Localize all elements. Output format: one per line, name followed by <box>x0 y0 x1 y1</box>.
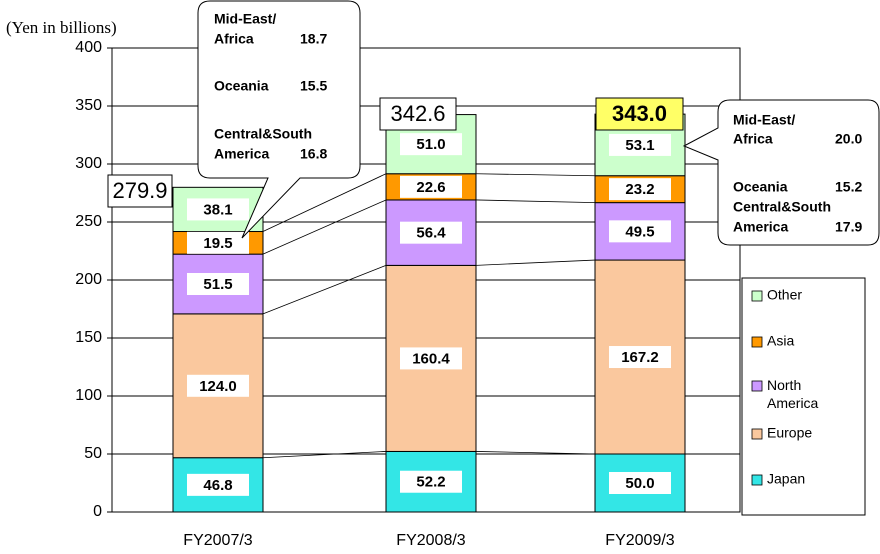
legend-label: Europe <box>767 425 812 441</box>
legend-label: Other <box>767 287 802 303</box>
y-tick-label: 250 <box>75 213 102 230</box>
total-box <box>107 174 173 208</box>
legend-swatch <box>751 290 763 302</box>
value-label: 124.0 <box>199 378 237 395</box>
value-label: 23.2 <box>625 181 654 198</box>
value-label-box <box>609 220 671 243</box>
value-label: 22.6 <box>416 179 445 196</box>
y-tick-label: 200 <box>75 271 102 288</box>
legend-box <box>741 277 866 516</box>
legend-label: Japan <box>767 471 805 487</box>
value-label: 52.2 <box>416 474 445 491</box>
y-tick-label: 100 <box>75 387 102 404</box>
connector-line <box>475 259 596 266</box>
legend-swatch <box>751 336 763 348</box>
value-label-box <box>400 347 462 370</box>
callout-name: Africa <box>733 131 773 147</box>
value-label-box <box>187 473 249 496</box>
value-label-box <box>400 175 462 198</box>
callout-name: Central&South <box>214 126 312 142</box>
callout-value: 15.5 <box>300 78 327 94</box>
value-label-box <box>187 231 249 254</box>
value-label-box <box>400 470 462 493</box>
total-label: 279.9 <box>112 178 167 203</box>
y-axis-label: (Yen in billions) <box>6 18 117 37</box>
value-label: 51.0 <box>416 136 445 153</box>
connector-line <box>262 199 387 255</box>
value-label: 167.2 <box>621 349 659 366</box>
value-label: 38.1 <box>203 201 232 218</box>
legend-swatch <box>751 428 763 440</box>
callout-name: Africa <box>214 31 254 47</box>
value-label: 51.5 <box>203 276 232 293</box>
callout-value: 15.2 <box>835 179 862 195</box>
callout-name: America <box>214 146 269 162</box>
value-label-box <box>187 374 249 397</box>
value-label-box <box>187 273 249 296</box>
legend-swatch <box>751 474 763 486</box>
legend-label-line: North <box>767 377 801 393</box>
value-label: 50.0 <box>625 475 654 492</box>
x-tick-label: FY2007/3 <box>183 532 252 549</box>
value-label: 53.1 <box>625 137 654 154</box>
connector-line <box>475 173 596 177</box>
callout-bubble <box>682 99 880 246</box>
connector-line <box>262 451 387 459</box>
callout-value: 17.9 <box>835 219 862 235</box>
total-label: 343.0 <box>612 101 667 126</box>
total-box <box>379 97 457 131</box>
callout-name: Mid-East/ <box>733 112 795 128</box>
callout-value: 18.7 <box>300 31 327 47</box>
value-label-box <box>400 133 462 156</box>
connector-line <box>475 451 596 455</box>
value-label: 160.4 <box>412 350 450 367</box>
callout-value: 20.0 <box>835 131 862 147</box>
value-label: 49.5 <box>625 223 654 240</box>
value-label-box <box>609 472 671 494</box>
value-label: 46.8 <box>203 477 232 494</box>
value-label-box <box>187 198 249 221</box>
callout-name: Oceania <box>214 78 269 94</box>
y-tick-label: 150 <box>75 329 102 346</box>
y-tick-label: 0 <box>93 503 102 520</box>
connector-line <box>262 173 387 232</box>
value-label-box <box>609 178 671 201</box>
x-tick-label: FY2008/3 <box>396 532 465 549</box>
callout-value: 16.8 <box>300 146 327 162</box>
callout-name: America <box>733 219 788 235</box>
legend-label: North America <box>767 377 819 411</box>
value-label: 56.4 <box>416 225 446 242</box>
callout-name: Mid-East/ <box>214 11 276 27</box>
y-tick-label: 400 <box>75 39 102 56</box>
legend-label: Asia <box>767 333 794 349</box>
legend-swatch <box>751 380 763 392</box>
x-tick-label: FY2009/3 <box>605 532 674 549</box>
legend-label-line: America <box>767 395 819 411</box>
value-label-box <box>400 221 462 244</box>
y-tick-label: 350 <box>75 97 102 114</box>
value-label: 19.5 <box>203 235 232 252</box>
connector-line <box>262 265 387 315</box>
callout-name: Central&South <box>733 199 831 215</box>
total-box <box>595 97 684 131</box>
connector-line <box>475 199 596 204</box>
callout-name: Oceania <box>733 179 788 195</box>
callout-bubble <box>197 0 361 239</box>
y-tick-label: 50 <box>84 445 102 462</box>
value-label-box <box>609 346 671 369</box>
value-label-box <box>609 133 671 156</box>
total-label: 342.6 <box>390 101 445 126</box>
y-tick-label: 300 <box>75 155 102 172</box>
